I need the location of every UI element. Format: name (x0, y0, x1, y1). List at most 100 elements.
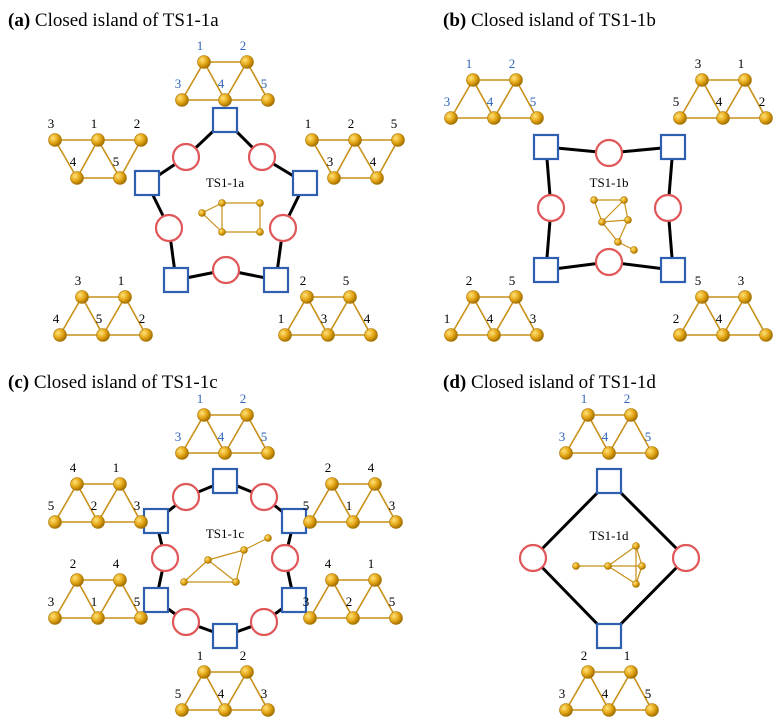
panel-title: (c) Closed island of TS1-1c (8, 372, 218, 393)
atom (278, 328, 292, 342)
bond (587, 671, 610, 711)
bond (472, 79, 495, 119)
bond (593, 199, 603, 223)
atom (638, 562, 646, 570)
panel-tag: (b) (443, 10, 466, 31)
bond (331, 579, 354, 619)
transition-node (171, 142, 201, 172)
atom (175, 93, 189, 107)
transition-node (536, 193, 566, 223)
bond (203, 61, 226, 101)
bond (450, 296, 474, 336)
atom (487, 328, 501, 342)
panel-title: (a) Closed island of TS1-1a (8, 10, 219, 31)
atom-label: 3 (261, 686, 268, 701)
atom (695, 73, 709, 87)
atom (48, 611, 62, 625)
atom (118, 290, 132, 304)
bond (630, 414, 653, 454)
bond (203, 671, 226, 711)
atom-label: 3 (48, 594, 55, 609)
bond (76, 139, 99, 179)
bond (183, 559, 209, 583)
bond (601, 219, 629, 223)
atom-label: 3 (175, 76, 182, 91)
bond (119, 483, 142, 523)
center-molecule (180, 534, 272, 586)
atom (204, 556, 212, 564)
bond (601, 221, 619, 243)
atom-label: 1 (624, 648, 631, 663)
atom (70, 573, 84, 587)
atom (530, 111, 544, 125)
cluster: 2 1 3 4 5 (559, 648, 659, 717)
atom (264, 534, 272, 542)
atom (738, 73, 752, 87)
atom-label: 5 (645, 429, 652, 444)
atom (48, 133, 62, 147)
atom (673, 111, 687, 125)
atom (716, 328, 730, 342)
atom-label: 2 (466, 273, 473, 288)
atom (346, 611, 360, 625)
bond (587, 414, 610, 454)
bond (54, 579, 78, 619)
transition-node (249, 482, 279, 512)
atom-label: 4 (602, 686, 609, 701)
atom (602, 446, 616, 460)
minimum-node (211, 106, 239, 134)
atom-label: 1 (197, 391, 204, 406)
bond (722, 296, 746, 336)
panel-tag: (d) (443, 372, 466, 393)
minimum-node (280, 586, 308, 614)
atom-label: 1 (278, 311, 285, 326)
atom-label: 1 (197, 38, 204, 53)
bond (81, 296, 104, 336)
atom (581, 665, 595, 679)
atom-label: 2 (624, 391, 631, 406)
atom (218, 228, 226, 236)
atom (466, 290, 480, 304)
transition-node (671, 543, 701, 573)
panel-title-text: Closed island of TS1-1d (471, 372, 656, 393)
transition-node (171, 607, 201, 637)
atom (645, 446, 659, 460)
transition-node (268, 213, 298, 243)
atom-label: 1 (466, 56, 473, 71)
atom (620, 196, 628, 204)
bond (181, 61, 205, 101)
bond (722, 79, 746, 119)
atom (645, 703, 659, 717)
minimum-node (659, 133, 687, 161)
transition-node (594, 247, 624, 277)
bond (224, 61, 248, 101)
atom (198, 209, 206, 217)
atom (75, 290, 89, 304)
center-label: TS1-1c (206, 526, 245, 541)
atom (348, 133, 362, 147)
atom (113, 573, 127, 587)
atom-label: 2 (325, 460, 332, 475)
bond (97, 579, 121, 619)
atom-label: 4 (602, 429, 609, 444)
atom (738, 290, 752, 304)
bond (181, 414, 205, 454)
bond (97, 139, 121, 179)
bond (246, 414, 269, 454)
atom (261, 446, 275, 460)
atom (240, 546, 248, 554)
atom (759, 328, 773, 342)
atom (91, 133, 105, 147)
bond (608, 414, 632, 454)
atom (487, 111, 501, 125)
bond (207, 559, 237, 583)
cluster: 2 5 1 4 3 (444, 273, 544, 342)
bond (354, 139, 378, 179)
bond (54, 139, 78, 179)
bond (352, 579, 376, 619)
atom (466, 73, 480, 87)
bond (608, 671, 632, 711)
atom (572, 562, 580, 570)
